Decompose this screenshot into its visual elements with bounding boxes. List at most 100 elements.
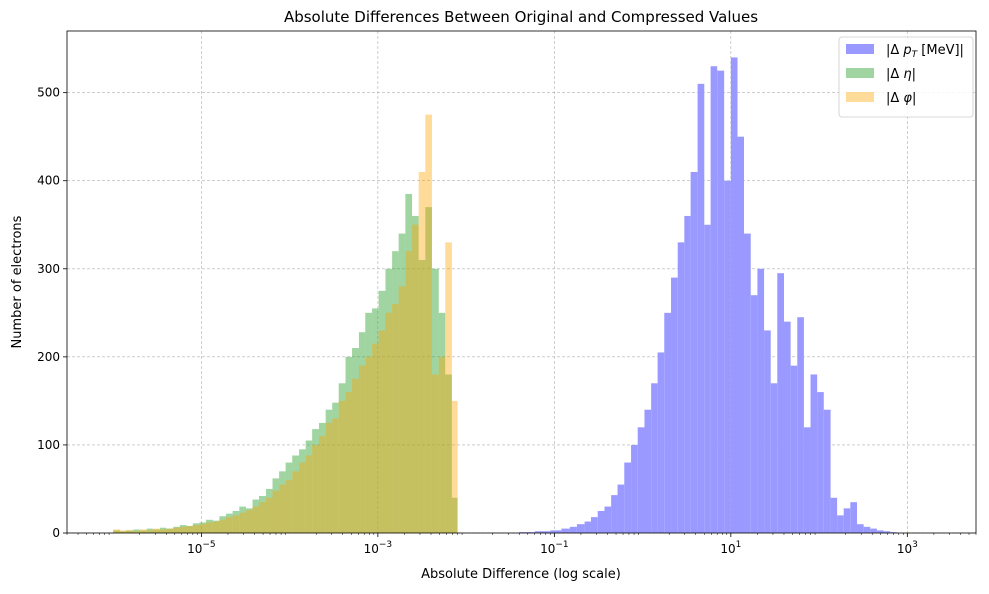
- histogram-bar: [644, 409, 652, 533]
- histogram-bar: [146, 528, 153, 533]
- histogram-bar: [876, 530, 884, 533]
- histogram-bar: [173, 527, 180, 533]
- histogram-bar: [212, 521, 220, 533]
- histogram-bar: [239, 512, 246, 533]
- series-2-bars: [113, 114, 458, 534]
- legend-label: |Δ pT [MeV]|: [886, 43, 964, 60]
- histogram-bar: [252, 499, 260, 533]
- legend-swatch: [846, 44, 874, 54]
- x-tick-label: 103: [897, 540, 918, 556]
- histogram-bar: [664, 312, 672, 533]
- histogram-bar: [113, 529, 121, 533]
- histogram-bar: [425, 207, 432, 533]
- histogram-bar: [817, 392, 824, 533]
- histogram-bar: [412, 215, 419, 533]
- histogram-bar: [318, 422, 326, 533]
- histogram-bar: [173, 526, 180, 533]
- histogram-bar: [126, 530, 134, 533]
- legend-label: |Δ φ|: [886, 91, 916, 106]
- histogram-bar: [797, 317, 804, 533]
- histogram-bar: [764, 330, 771, 533]
- histogram-bar: [146, 530, 153, 533]
- histogram-bar: [677, 242, 685, 534]
- y-tick-label: 400: [37, 174, 60, 188]
- histogram-bar: [857, 524, 864, 533]
- histogram-bar: [431, 374, 439, 533]
- x-tick-label: 10−5: [187, 540, 216, 556]
- histogram-bar: [199, 522, 207, 533]
- histogram-bar: [783, 321, 791, 533]
- histogram-bar: [830, 497, 838, 533]
- histogram-bar: [637, 427, 645, 533]
- histogram-bar: [378, 290, 386, 533]
- histogram-bar: [631, 444, 638, 533]
- histogram-bar: [724, 180, 731, 533]
- histogram-bar: [232, 510, 240, 533]
- histogram-bar: [590, 517, 598, 533]
- histogram-bar: [245, 508, 253, 533]
- histogram-bar: [534, 531, 551, 533]
- histogram-bar: [604, 506, 612, 533]
- histogram-bar: [684, 215, 691, 533]
- chart-title: Absolute Differences Between Original an…: [284, 8, 758, 26]
- histogram-bar: [651, 383, 658, 533]
- histogram-bar: [790, 365, 798, 533]
- histogram-bar: [186, 525, 193, 533]
- histogram-bar: [160, 527, 167, 533]
- histogram-bar: [405, 193, 413, 534]
- legend-label: |Δ η|: [886, 67, 916, 82]
- histogram-bar: [272, 490, 280, 533]
- histogram-bar: [166, 528, 174, 533]
- histogram-bar: [770, 383, 778, 533]
- y-tick-label: 0: [52, 526, 60, 540]
- histogram-bar: [890, 532, 897, 533]
- histogram-bar: [584, 521, 591, 533]
- histogram-bar: [451, 400, 458, 533]
- histogram-bar: [179, 526, 187, 533]
- y-tick-label: 100: [37, 438, 60, 452]
- histogram-bar: [451, 497, 458, 533]
- histogram-bar: [385, 312, 393, 533]
- histogram-bar: [219, 519, 226, 533]
- histogram-bar: [292, 471, 300, 533]
- histogram-bar: [259, 496, 267, 533]
- histogram-bar: [152, 529, 161, 533]
- histogram-bar: [850, 502, 858, 533]
- histogram-bar: [823, 409, 831, 533]
- histogram-bar: [152, 528, 161, 533]
- histogram-bar: [352, 378, 359, 533]
- histogram-bar: [445, 374, 452, 533]
- histogram-bar: [279, 484, 286, 533]
- histogram-bar: [777, 273, 784, 533]
- histogram-bar: [750, 295, 758, 533]
- histogram-bar: [690, 171, 698, 533]
- histogram-bar: [883, 531, 891, 533]
- histogram-bar: [272, 478, 280, 533]
- histogram-bar: [757, 268, 765, 533]
- histogram-bar: [199, 524, 207, 533]
- x-axis-ticks: 10−5 10−3 10−1 101 103: [66, 533, 977, 556]
- histogram-bar: [730, 57, 738, 533]
- histogram-bar: [372, 343, 379, 533]
- histogram-bar: [120, 530, 127, 533]
- series-1-bars: [113, 193, 458, 534]
- histogram-bar: [179, 525, 187, 533]
- histogram-bar: [305, 455, 313, 533]
- histogram-bar: [259, 502, 267, 533]
- histogram-bar: [345, 392, 353, 533]
- histogram-bar: [398, 233, 406, 533]
- histogram-bar: [312, 444, 319, 533]
- plot-frame: [66, 30, 977, 534]
- histogram-bar: [285, 462, 293, 533]
- histogram-bar: [338, 400, 346, 533]
- bars: [113, 57, 897, 534]
- histogram-bar: [206, 522, 213, 533]
- histogram-bar: [358, 365, 366, 533]
- histogram-bar: [717, 70, 725, 533]
- histogram-bar: [266, 488, 273, 533]
- histogram-bar: [843, 508, 851, 533]
- legend: |Δ pT [MeV]| |Δ η| |Δ φ|: [838, 36, 974, 118]
- histogram-bar: [225, 513, 233, 533]
- histogram-bar: [312, 429, 319, 533]
